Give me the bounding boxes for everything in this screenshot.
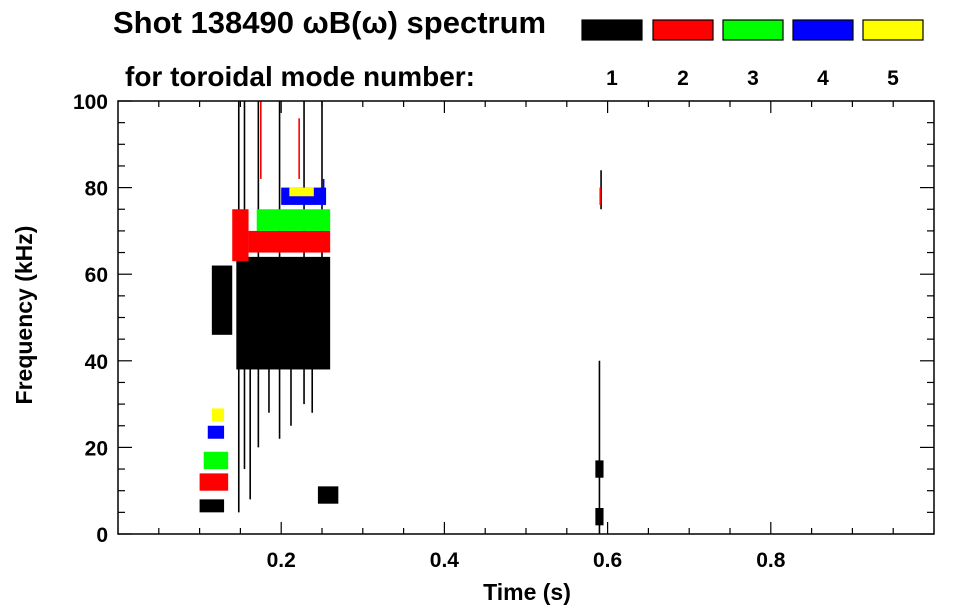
- y-tick-label-4: 80: [85, 178, 108, 201]
- band-mode-1-3: [317, 486, 339, 504]
- x-tick-label-2: 0.6: [593, 549, 622, 572]
- series-mode-2: [199, 101, 602, 491]
- y-axis: 0 20 40 60 80 100: [73, 91, 934, 547]
- y-axis-label: Frequency (kHz): [11, 226, 37, 405]
- y-tick-label-2: 40: [85, 351, 108, 374]
- band-mode-2-1: [232, 209, 249, 262]
- legend-swatch-mode-2: [652, 19, 714, 41]
- legend-swatch-mode-5: [862, 19, 924, 41]
- band-mode-5-0: [211, 408, 225, 422]
- legend-label-mode-5: 5: [887, 67, 899, 90]
- band-mode-4-0: [207, 425, 225, 439]
- series-mode-1: [199, 101, 604, 534]
- y-tick-label-5: 100: [73, 91, 108, 114]
- legend-label-mode-2: 2: [677, 67, 689, 90]
- x-axis: 0.2 0.4 0.6 0.8: [158, 101, 894, 572]
- legend-swatch-mode-1: [581, 19, 643, 41]
- band-mode-1-1: [236, 256, 331, 370]
- series-mode-3: [203, 209, 331, 470]
- legend-label-mode-3: 3: [747, 67, 759, 90]
- chart-title: Shot 138490 ωB(ω) spectrum: [113, 5, 546, 40]
- x-tick-label-3: 0.8: [756, 549, 786, 572]
- band-mode-3-1: [256, 209, 331, 231]
- y-tick-label-0: 0: [96, 524, 108, 547]
- band-mode-2-0: [199, 473, 229, 491]
- band-mode-1-2: [211, 265, 233, 335]
- band-mode-5-1: [289, 187, 314, 197]
- legend-label-mode-4: 4: [817, 67, 829, 90]
- x-tick-label-1: 0.4: [430, 549, 460, 572]
- x-axis-label: Time (s): [483, 579, 571, 605]
- legend-swatch-mode-4: [792, 19, 854, 41]
- band-mode-1-0: [199, 499, 225, 513]
- x-tick-label-0: 0.2: [267, 549, 296, 572]
- legend-swatch-mode-3: [722, 19, 784, 41]
- y-tick-label-1: 20: [85, 437, 108, 460]
- legend: 1 2 3 4 5: [581, 19, 924, 90]
- spectrum-marks: [199, 101, 604, 534]
- legend-label-mode-1: 1: [606, 67, 618, 90]
- plot-area: 0.2 0.4 0.6 0.8 0 20 40 60 80 100: [73, 91, 935, 572]
- series-mode-5: [211, 187, 314, 422]
- band-mode-3-0: [203, 451, 229, 470]
- chart-subtitle: for toroidal mode number:: [125, 61, 475, 92]
- y-tick-label-3: 60: [85, 264, 108, 287]
- band-mode-2-2: [248, 230, 331, 253]
